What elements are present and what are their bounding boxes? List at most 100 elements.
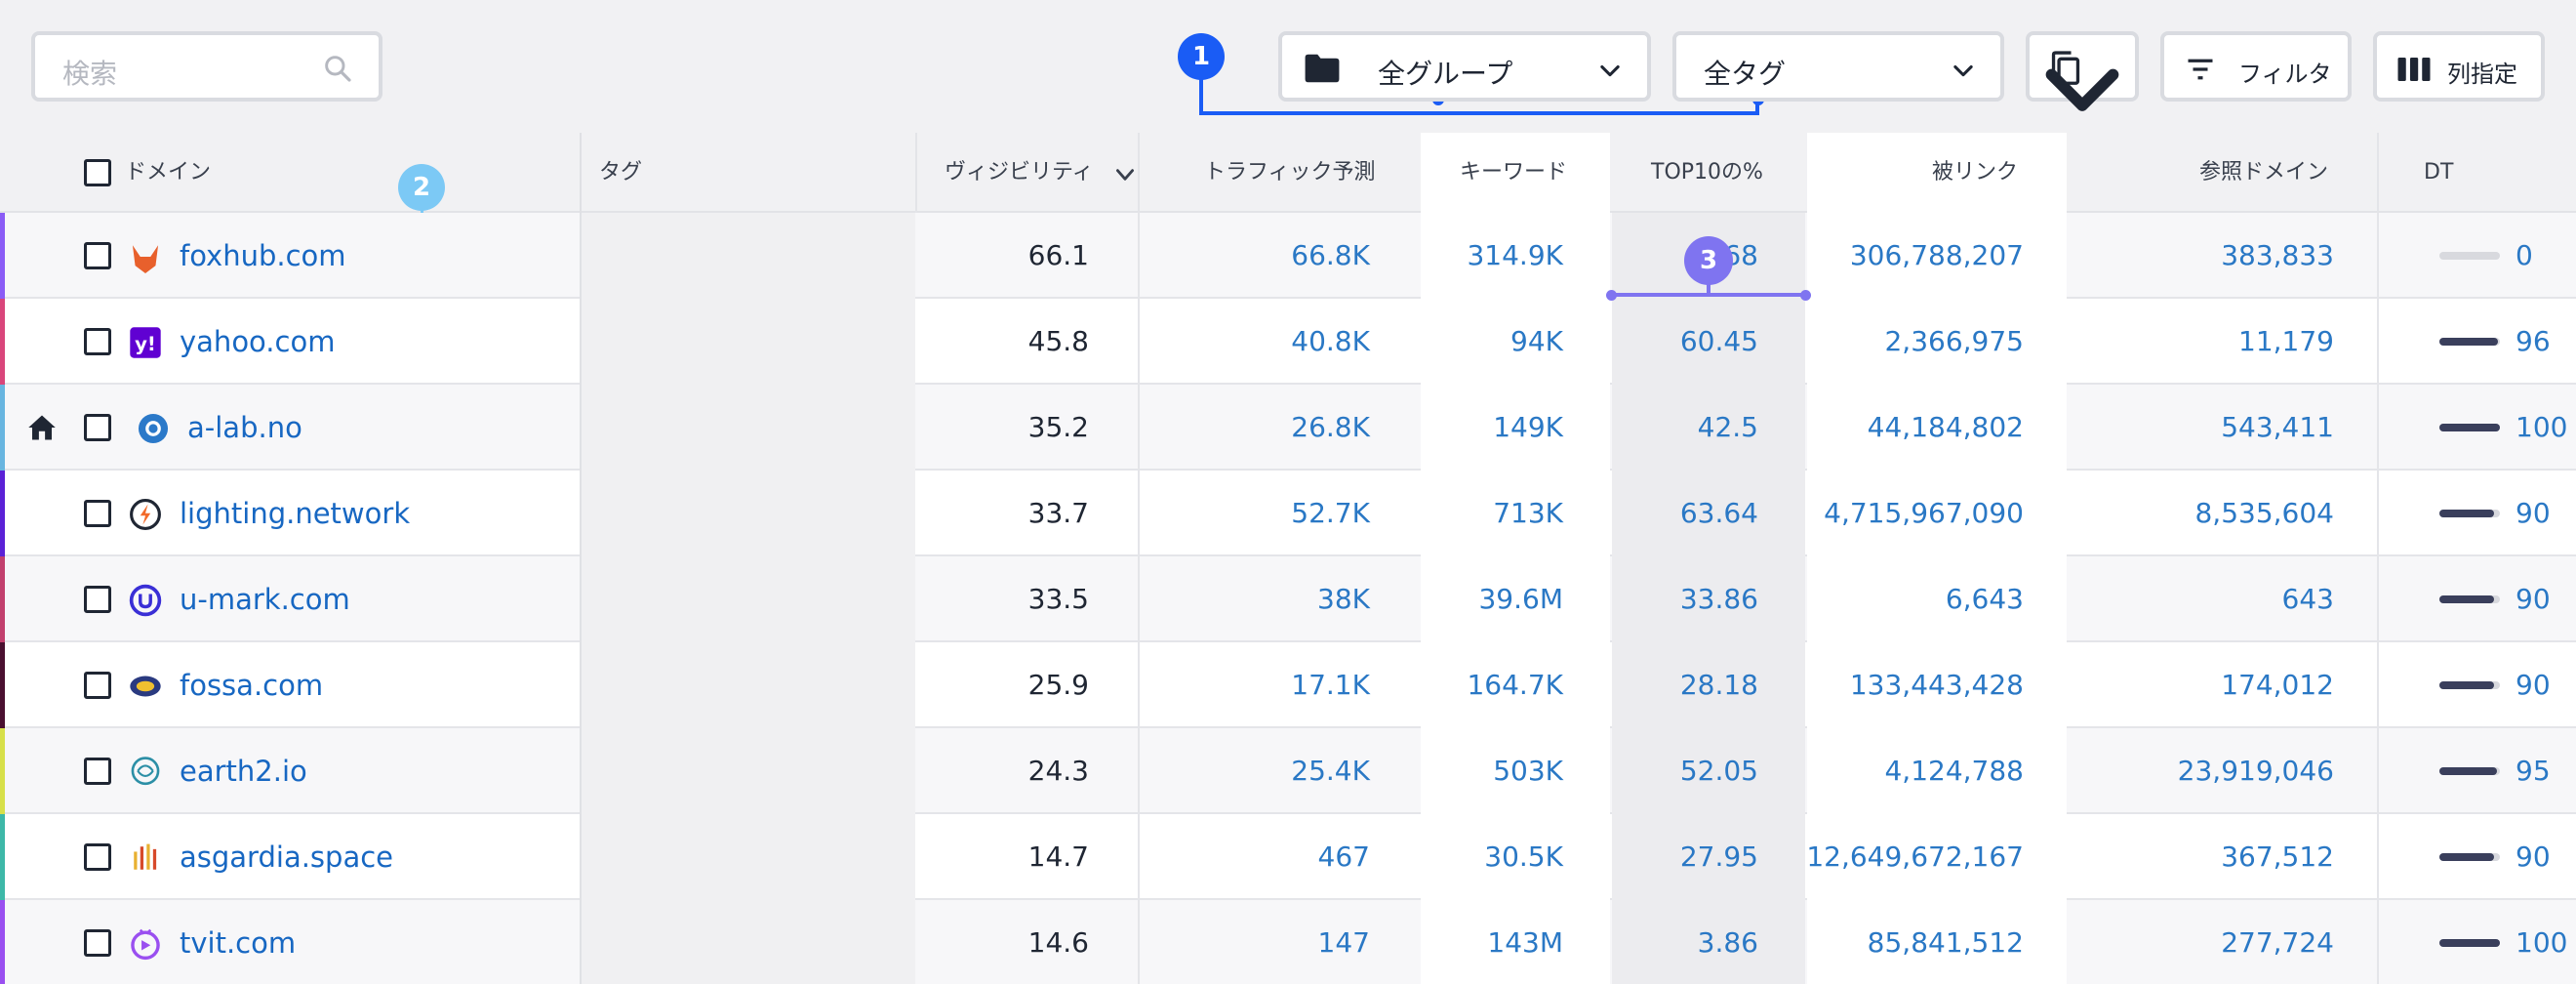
ref-domains-value[interactable]: 11,179 xyxy=(2238,325,2334,357)
top10-value[interactable]: 28.18 xyxy=(1679,669,1758,701)
backlinks-value[interactable]: 306,788,207 xyxy=(1849,239,2024,271)
traffic-value[interactable]: 17.1K xyxy=(1291,669,1370,701)
table-row[interactable]: foxhub.com 66.1 66.8K 314.9K 68 306,788,207 38… xyxy=(0,213,2576,299)
column-header-dt[interactable]: DT xyxy=(2424,160,2454,184)
table-row[interactable]: y! yahoo.com 45.8 40.8K 94K 60.45 2,366,975 11,… xyxy=(0,299,2576,385)
row-checkbox[interactable] xyxy=(84,586,111,613)
row-checkbox[interactable] xyxy=(84,414,111,441)
column-header-tag[interactable]: タグ xyxy=(599,160,643,184)
row-checkbox[interactable] xyxy=(84,672,111,699)
callout-3-bracket xyxy=(1611,293,1806,297)
sort-desc-icon[interactable] xyxy=(1112,162,1138,187)
domain-link[interactable]: lighting.network xyxy=(180,497,411,530)
search-icon xyxy=(325,56,351,82)
group-dropdown[interactable]: 全グループ xyxy=(1278,31,1651,102)
column-header-keywords[interactable]: キーワード xyxy=(1460,160,1568,184)
backlinks-value[interactable]: 12,649,672,167 xyxy=(1806,840,2024,873)
traffic-value[interactable]: 40.8K xyxy=(1291,325,1370,357)
ref-domains-value[interactable]: 367,512 xyxy=(2221,840,2334,873)
row-checkbox[interactable] xyxy=(84,328,111,355)
tag-dropdown-label: 全タグ xyxy=(1704,58,1787,90)
keywords-value[interactable]: 149K xyxy=(1493,411,1563,443)
domain-link[interactable]: yahoo.com xyxy=(180,325,336,358)
ref-domains-value[interactable]: 23,919,046 xyxy=(2177,755,2334,787)
domain-link[interactable]: a-lab.no xyxy=(187,411,302,444)
callout-3-stem xyxy=(1707,279,1711,295)
visibility-value: 24.3 xyxy=(1027,755,1089,787)
dt-value: 96 xyxy=(2516,325,2551,357)
traffic-value[interactable]: 26.8K xyxy=(1291,411,1370,443)
top10-value[interactable]: 52.05 xyxy=(1679,755,1758,787)
ref-domains-value[interactable]: 383,833 xyxy=(2221,239,2334,271)
table-row[interactable]: lighting.network 33.7 52.7K 713K 63.64 4,715,… xyxy=(0,471,2576,556)
traffic-value[interactable]: 66.8K xyxy=(1291,239,1370,271)
traffic-value[interactable]: 38K xyxy=(1317,583,1370,615)
top10-value[interactable]: 60.45 xyxy=(1679,325,1758,357)
ref-domains-value[interactable]: 174,012 xyxy=(2221,669,2334,701)
backlinks-value[interactable]: 85,841,512 xyxy=(1867,926,2024,959)
domain-link[interactable]: earth2.io xyxy=(180,755,307,788)
ref-domains-value[interactable]: 277,724 xyxy=(2221,926,2334,959)
visibility-value: 35.2 xyxy=(1027,411,1089,443)
ref-domains-value[interactable]: 543,411 xyxy=(2221,411,2334,443)
keywords-value[interactable]: 164.7K xyxy=(1467,669,1563,701)
domain-link[interactable]: tvit.com xyxy=(180,926,297,960)
dt-bar-fill xyxy=(2439,767,2497,775)
search-input[interactable]: 検索 xyxy=(31,31,382,102)
select-all-checkbox[interactable] xyxy=(84,159,111,186)
keywords-value[interactable]: 39.6M xyxy=(1478,583,1563,615)
row-accent-stripe xyxy=(0,213,5,299)
backlinks-value[interactable]: 6,643 xyxy=(1945,583,2024,615)
backlinks-value[interactable]: 44,184,802 xyxy=(1867,411,2024,443)
keywords-value[interactable]: 30.5K xyxy=(1484,840,1563,873)
callout-3-dot xyxy=(1800,290,1811,301)
column-header-ref-domains[interactable]: 参照ドメイン xyxy=(2199,160,2329,184)
top10-value[interactable]: 33.86 xyxy=(1679,583,1758,615)
backlinks-value[interactable]: 133,443,428 xyxy=(1849,669,2024,701)
traffic-value[interactable]: 467 xyxy=(1317,840,1370,873)
top10-value[interactable]: 3.86 xyxy=(1697,926,1758,959)
domain-link[interactable]: foxhub.com xyxy=(180,239,346,272)
top10-value[interactable]: 27.95 xyxy=(1679,840,1758,873)
domain-link[interactable]: fossa.com xyxy=(180,669,324,702)
backlinks-value[interactable]: 2,366,975 xyxy=(1884,325,2024,357)
table-row[interactable]: earth2.io 24.3 25.4K 503K 52.05 4,124,788 23,9… xyxy=(0,728,2576,814)
columns-button[interactable]: 列指定 xyxy=(2373,31,2545,102)
keywords-value[interactable]: 94K xyxy=(1510,325,1563,357)
table-row[interactable]: tvit.com 14.6 147 143M 3.86 85,841,512 277,724… xyxy=(0,900,2576,984)
row-checkbox[interactable] xyxy=(84,843,111,871)
column-header-domain[interactable]: ドメイン xyxy=(125,160,212,184)
row-checkbox[interactable] xyxy=(84,242,111,269)
keywords-value[interactable]: 713K xyxy=(1493,497,1563,529)
column-header-top10[interactable]: TOP10の% xyxy=(1651,160,1763,184)
column-header-visibility[interactable]: ヴィジビリティ xyxy=(945,160,1094,184)
ref-domains-value[interactable]: 643 xyxy=(2281,583,2334,615)
backlinks-value[interactable]: 4,715,967,090 xyxy=(1824,497,2024,529)
row-checkbox[interactable] xyxy=(84,500,111,527)
table-row[interactable]: a-lab.no 35.2 26.8K 149K 42.5 44,184,802 543,4… xyxy=(0,385,2576,471)
top10-value[interactable]: 42.5 xyxy=(1697,411,1758,443)
traffic-value[interactable]: 52.7K xyxy=(1291,497,1370,529)
table-row[interactable]: asgardia.space 14.7 467 30.5K 27.95 12,649,67… xyxy=(0,814,2576,900)
column-header-backlinks[interactable]: 被リンク xyxy=(1932,160,2019,184)
backlinks-value[interactable]: 4,124,788 xyxy=(1884,755,2024,787)
search-placeholder: 検索 xyxy=(62,58,118,90)
top10-value[interactable]: 63.64 xyxy=(1679,497,1758,529)
column-header-traffic[interactable]: トラフィック予測 xyxy=(1204,160,1376,184)
ref-domains-value[interactable]: 8,535,604 xyxy=(2194,497,2334,529)
domain-link[interactable]: u-mark.com xyxy=(180,583,350,616)
copy-menu-button[interactable] xyxy=(2026,31,2139,111)
domain-link[interactable]: asgardia.space xyxy=(180,840,394,874)
dt-bar-fill xyxy=(2439,424,2500,431)
traffic-value[interactable]: 25.4K xyxy=(1291,755,1370,787)
filter-button[interactable]: フィルタ xyxy=(2160,31,2352,102)
row-checkbox[interactable] xyxy=(84,758,111,785)
keywords-value[interactable]: 143M xyxy=(1487,926,1563,959)
keywords-value[interactable]: 503K xyxy=(1493,755,1563,787)
traffic-value[interactable]: 147 xyxy=(1317,926,1370,959)
row-checkbox[interactable] xyxy=(84,929,111,957)
tag-dropdown[interactable]: 全タグ xyxy=(1672,31,2004,102)
keywords-value[interactable]: 314.9K xyxy=(1467,239,1563,271)
table-row[interactable]: u-mark.com 33.5 38K 39.6M 33.86 6,643 643 90 xyxy=(0,556,2576,642)
table-row[interactable]: fossa.com 25.9 17.1K 164.7K 28.18 133,443,428… xyxy=(0,642,2576,728)
